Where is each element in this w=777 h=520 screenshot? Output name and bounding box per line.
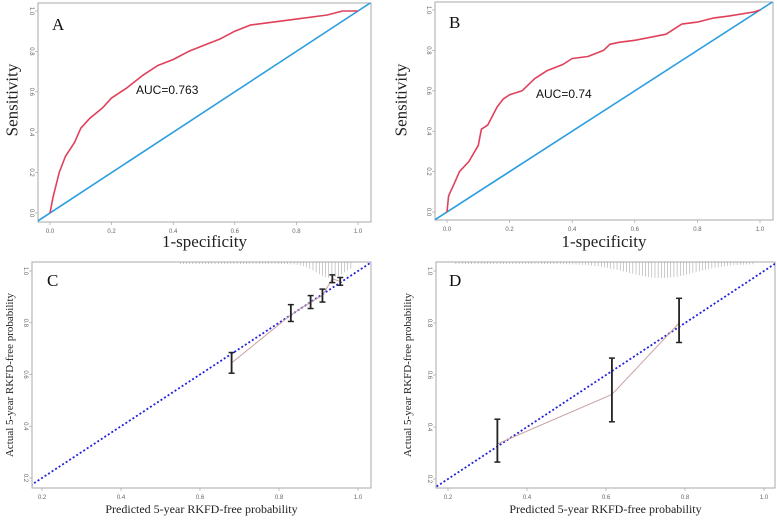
x-tick-label: 0.4 [117, 495, 126, 501]
x-tick-label: 0.8 [275, 495, 284, 501]
panel-letter: B [449, 13, 460, 32]
y-tick-label: 0.2 [426, 475, 432, 484]
error-bar [329, 274, 336, 284]
y-tick-label: 1.0 [28, 7, 34, 16]
y-tick-label: 1.0 [426, 267, 432, 276]
plot-area [32, 262, 371, 486]
y-tick-label: 0.4 [28, 128, 34, 137]
y-tick-label: 0.6 [426, 371, 432, 380]
x-tick-label: 1.0 [354, 495, 363, 501]
x-tick-label: 0.8 [292, 229, 301, 235]
y-tick-label: 0.8 [22, 319, 28, 328]
panel-letter: A [52, 15, 65, 34]
x-tick-label: 0.6 [231, 229, 240, 235]
y-tick-label: 0.4 [22, 422, 28, 431]
x-axis-label: 1-specificity [562, 232, 647, 251]
panel-b: 0.0 0.2 0.4 0.6 0.8 1.0 0.0 0.2 0.4 0.6 0.8 1.0 1-sp… [392, 1, 774, 251]
plot-area [436, 262, 775, 488]
prediction-rug [180, 262, 352, 278]
x-tick-label: 0.8 [681, 495, 690, 501]
error-bar [337, 276, 344, 286]
y-axis-label: Sensitivity [3, 63, 22, 136]
error-bar [319, 288, 326, 303]
x-axis-label: Predicted 5-year RKFD-free probability [105, 502, 297, 516]
x-tick-label: 0.6 [631, 227, 640, 233]
y-tick-label: 0.6 [425, 87, 431, 96]
x-tick-label: 0.4 [169, 229, 178, 235]
y-tick-label: 0.4 [426, 423, 432, 432]
x-tick-label: 1.0 [760, 495, 769, 501]
x-tick-label: 0.4 [568, 227, 577, 233]
x-tick-label: 0.0 [443, 227, 452, 233]
x-tick-label: 1.0 [756, 227, 765, 233]
auc-annotation: AUC=0.74 [536, 87, 592, 101]
panel-a: 0.0 0.2 0.4 0.6 0.8 1.0 0.0 0.2 0.4 0.6 0.8 1.0 1-sp… [3, 2, 372, 251]
y-tick-label: 0.4 [425, 127, 431, 136]
y-tick-label: 0.2 [425, 167, 431, 176]
x-tick-label: 0.4 [523, 495, 532, 501]
ideal-line [436, 262, 775, 488]
calibration-line [231, 278, 341, 364]
x-tick-label: 0.8 [693, 227, 702, 233]
roc-curve [49, 10, 358, 214]
prediction-rug [455, 262, 754, 278]
ideal-line [32, 262, 371, 486]
y-tick-label: 0.2 [22, 474, 28, 483]
y-axis-label: Actual 5-year RKFD-free probability [402, 292, 414, 457]
y-tick-label: 1.0 [425, 6, 431, 15]
y-tick-label: 1.0 [22, 267, 28, 276]
x-axis-label: Predicted 5-year RKFD-free probability [509, 502, 701, 516]
error-bar [287, 303, 294, 323]
error-bar [307, 294, 314, 310]
auc-annotation: AUC=0.763 [136, 83, 199, 97]
error-bar [676, 297, 683, 344]
y-tick-label: 0.6 [22, 370, 28, 379]
x-tick-label: 0.2 [107, 229, 116, 235]
panel-d: 0.2 0.4 0.6 0.8 1.0 0.2 0.4 0.6 0.8 1.0 Predicted … [402, 261, 776, 516]
y-tick-label: 0.8 [425, 46, 431, 55]
x-tick-label: 1.0 [354, 229, 363, 235]
x-tick-label: 0.2 [505, 227, 514, 233]
error-bar [228, 351, 235, 374]
reference-line [38, 3, 371, 222]
x-tick-label: 0.6 [602, 495, 611, 501]
y-tick-label: 0.8 [28, 47, 34, 56]
y-tick-label: 0.0 [28, 209, 34, 218]
x-tick-label: 0.6 [196, 495, 205, 501]
panel-letter: C [47, 271, 58, 290]
error-bar [494, 418, 501, 463]
y-axis-label: Actual 5-year RKFD-free probability [4, 292, 16, 457]
y-tick-label: 0.8 [426, 319, 432, 328]
roc-curve [446, 9, 761, 213]
x-axis-label: 1-specificity [162, 232, 247, 251]
x-tick-label: 0.2 [444, 495, 453, 501]
y-tick-label: 0.6 [28, 88, 34, 97]
plot-area [38, 3, 371, 222]
y-tick-label: 0.0 [425, 208, 431, 217]
panel-letter: D [449, 271, 461, 290]
x-tick-label: 0.0 [46, 229, 55, 235]
panel-c: 0.2 0.4 0.6 0.8 1.0 0.2 0.4 0.6 0.8 1.0 Predicted … [4, 261, 372, 516]
x-tick-label: 0.2 [38, 495, 47, 501]
reference-line [435, 2, 773, 220]
y-axis-label: Sensitivity [392, 63, 411, 136]
plot-area [435, 2, 773, 220]
y-tick-label: 0.2 [28, 168, 34, 177]
error-bar [608, 357, 615, 423]
